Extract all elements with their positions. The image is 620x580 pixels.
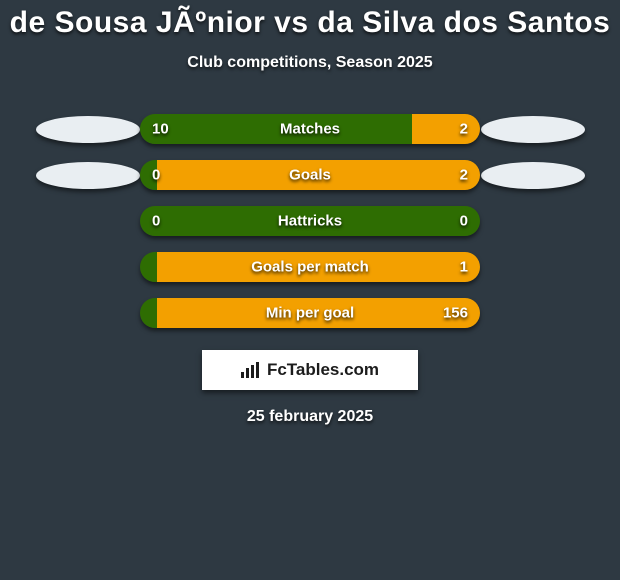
avatar-placeholder (481, 116, 585, 143)
stat-value-right: 156 (443, 305, 468, 322)
chart-icon (241, 362, 261, 378)
attribution-badge: FcTables.com (202, 350, 418, 390)
stat-value-left: 0 (152, 167, 160, 184)
bar-right-segment (412, 114, 480, 144)
page-title: de Sousa JÃºnior vs da Silva dos Santos (0, 6, 620, 40)
stat-bar: Goals 0 2 (140, 160, 480, 190)
stat-value-right: 2 (460, 167, 468, 184)
stat-row: Hattricks 0 0 (0, 206, 620, 236)
stat-bar: Min per goal 156 (140, 298, 480, 328)
stat-label: Min per goal (266, 305, 354, 322)
bar-left-segment (140, 114, 412, 144)
comparison-card: de Sousa JÃºnior vs da Silva dos Santos … (0, 0, 620, 426)
stat-label: Hattricks (278, 213, 342, 230)
stat-row: Goals 0 2 (0, 160, 620, 190)
stat-row: Matches 10 2 (0, 114, 620, 144)
stat-rows: Matches 10 2 Goals 0 2 Hattricks 0 0 Goals per ma… (0, 114, 620, 328)
stat-value-left: 10 (152, 121, 169, 138)
stat-row: Goals per match 1 (0, 252, 620, 282)
avatar-placeholder (36, 116, 140, 143)
stat-label: Goals per match (251, 259, 369, 276)
stat-value-right: 2 (460, 121, 468, 138)
stat-bar: Goals per match 1 (140, 252, 480, 282)
avatar-placeholder (481, 162, 585, 189)
stat-label: Goals (289, 167, 331, 184)
stat-value-right: 0 (460, 213, 468, 230)
stat-value-left: 0 (152, 213, 160, 230)
stat-label: Matches (280, 121, 340, 138)
date-label: 25 february 2025 (0, 408, 620, 426)
stat-bar: Hattricks 0 0 (140, 206, 480, 236)
stat-bar: Matches 10 2 (140, 114, 480, 144)
bar-left-segment (140, 298, 157, 328)
left-avatar-slot (35, 162, 140, 189)
avatar-placeholder (36, 162, 140, 189)
bar-left-segment (140, 252, 157, 282)
right-avatar-slot (480, 116, 585, 143)
subtitle: Club competitions, Season 2025 (0, 54, 620, 72)
left-avatar-slot (35, 116, 140, 143)
attribution-text: FcTables.com (267, 360, 379, 380)
stat-row: Min per goal 156 (0, 298, 620, 328)
stat-value-right: 1 (460, 259, 468, 276)
right-avatar-slot (480, 162, 585, 189)
